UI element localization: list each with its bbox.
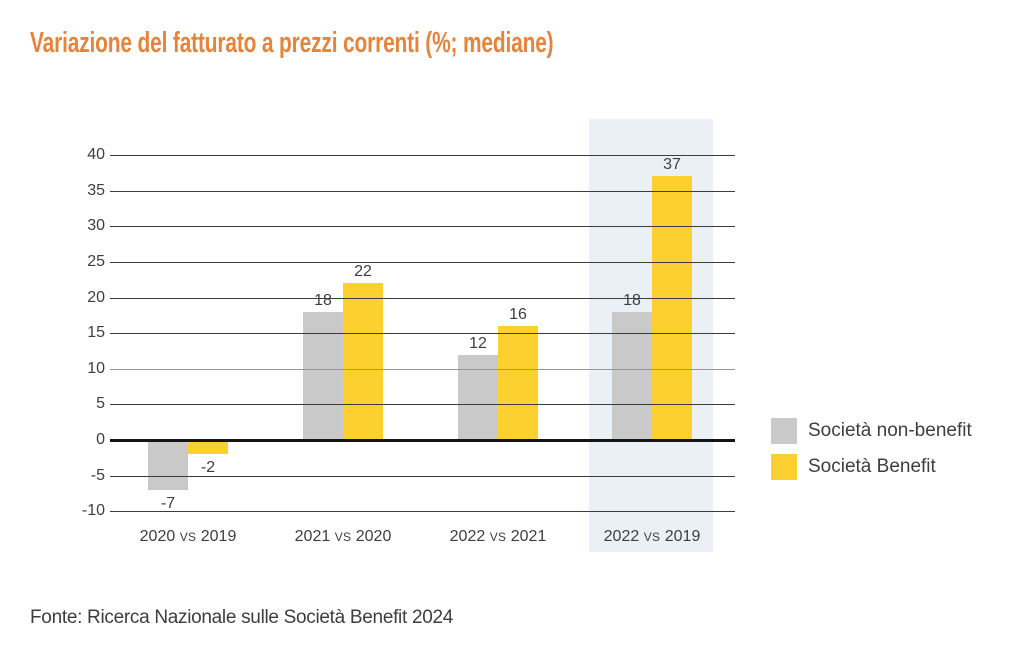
y-tick-label: 35 [87,181,105,199]
x-category-label: 2020 vs 2019 [103,527,273,547]
value-label: -2 [200,459,216,477]
value-label: 12 [469,334,487,352]
y-tick-label: 0 [96,431,105,448]
gridline [110,475,735,477]
legend-item: Società non-benefit [771,418,972,444]
value-label: -7 [160,494,176,512]
chart-legend: Società non-benefit Società Benefit [771,418,972,490]
gridline [110,226,735,228]
bar-societa-non-benefit [148,440,188,490]
gridline [110,155,735,156]
gridline [110,511,735,513]
gridline [110,297,735,299]
x-label-token: 2021 [294,528,331,545]
gridline [110,368,735,370]
y-tick-label: 25 [87,252,105,270]
bar-societa-benefit [652,176,692,440]
x-category-label: 2022 vs 2021 [413,527,583,547]
x-category-label: 2021 vs 2020 [258,527,428,547]
bar-societa-benefit [498,326,538,440]
gridline [110,261,735,263]
y-tick-label: 20 [87,288,105,306]
y-tick-label: -5 [90,466,105,484]
x-label-token: vs [643,530,661,544]
y-tick-label: -10 [81,502,105,520]
x-label-token: 2022 [449,528,486,545]
legend-label: Società non-benefit [808,420,972,441]
bar-societa-non-benefit [303,311,343,440]
legend-label: Società Benefit [808,456,936,477]
chart-title: Variazione del fatturato a prezzi corren… [30,27,554,59]
x-label-token: 2022 [603,528,640,545]
x-label-token: 2020 [139,528,176,545]
bar-societa-benefit [343,283,383,440]
value-label: 37 [663,156,681,174]
bar-societa-benefit [188,440,228,455]
value-label: 22 [354,263,372,281]
x-label-token: 2021 [510,528,547,545]
x-label-token: vs [179,530,197,544]
y-tick-label: 10 [87,359,105,377]
value-label: 16 [509,306,527,323]
zero-axis-line [110,439,735,442]
gridline [110,404,735,406]
value-label: 18 [623,291,641,309]
y-tick-label: 30 [87,217,105,235]
x-label-token: 2019 [664,528,701,545]
x-category-label: 2022 vs 2019 [567,527,737,547]
x-label-token: 2019 [200,528,237,545]
source-note: Fonte: Ricerca Nazionale sulle Società B… [30,607,454,628]
bar-societa-non-benefit [612,311,652,440]
legend-item: Società Benefit [771,454,972,480]
gridline [110,333,735,335]
y-tick-label: 5 [96,395,105,413]
y-tick-label: 15 [87,324,105,342]
legend-swatch [771,454,797,480]
gridline [110,190,735,192]
x-label-token: vs [334,530,352,544]
bar-societa-non-benefit [458,354,498,440]
x-label-token: vs [489,530,507,544]
x-label-token: 2020 [355,528,392,545]
legend-swatch [771,418,797,444]
y-tick-label: 40 [87,146,105,163]
value-label: 18 [314,291,332,309]
